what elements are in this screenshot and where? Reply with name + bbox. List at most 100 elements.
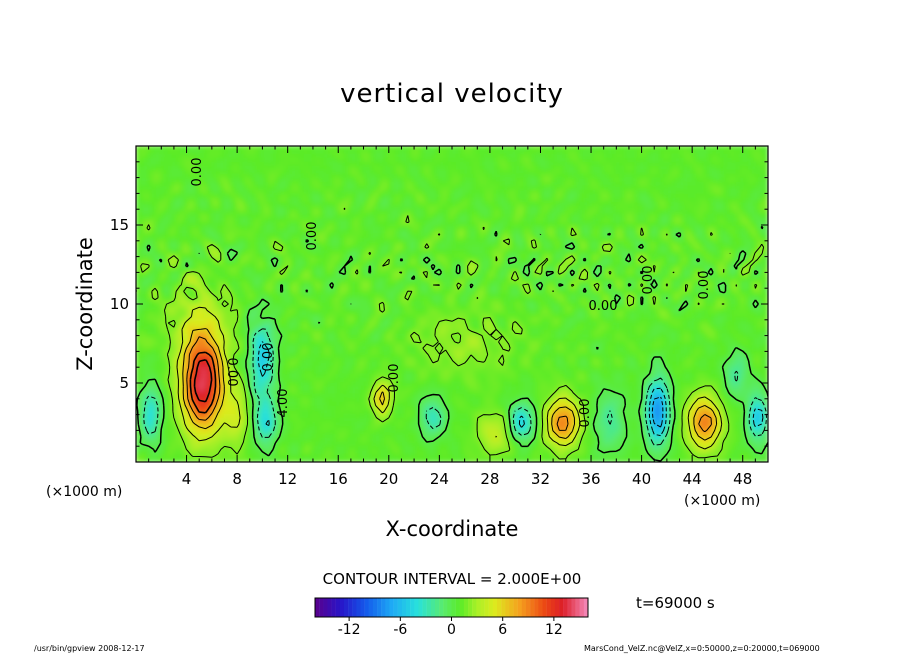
heatmap-cell (283, 277, 289, 283)
heatmap-cell (223, 209, 229, 215)
heatmap-cell (183, 337, 189, 343)
heatmap-cell (307, 157, 313, 163)
heatmap-cell (223, 237, 229, 243)
heatmap-cell (279, 377, 285, 383)
heatmap-cell (155, 237, 161, 243)
heatmap-cell (339, 421, 345, 427)
heatmap-cell (187, 225, 193, 231)
heatmap-cell (191, 321, 197, 327)
heatmap-cell (179, 345, 185, 351)
heatmap-cell (335, 333, 341, 339)
heatmap-cell (331, 197, 337, 203)
heatmap-cell (183, 441, 189, 447)
heatmap-cell (283, 285, 289, 291)
heatmap-cell (299, 325, 305, 331)
heatmap-cell (147, 157, 153, 163)
heatmap-cell (136, 157, 141, 163)
heatmap-cell (291, 146, 297, 151)
heatmap-cell (187, 389, 193, 395)
heatmap-cell (355, 357, 361, 363)
heatmap-cell (247, 229, 253, 235)
heatmap-cell (239, 317, 245, 323)
heatmap-cell (347, 181, 353, 187)
heatmap-cell (235, 377, 241, 383)
heatmap-cell (143, 157, 149, 163)
heatmap-cell (279, 397, 285, 403)
heatmap-cell (275, 237, 281, 243)
heatmap-cell (383, 289, 389, 295)
heatmap-cell (215, 269, 221, 275)
heatmap-cell (343, 273, 349, 279)
heatmap-cell (339, 281, 345, 287)
heatmap-cell (219, 441, 225, 447)
heatmap-cell (243, 313, 249, 319)
heatmap-cell (327, 221, 333, 227)
heatmap-cell (367, 253, 373, 259)
heatmap-cell (351, 417, 357, 423)
heatmap-cell (307, 405, 313, 411)
heatmap-cell (223, 325, 229, 331)
heatmap-cell (179, 273, 185, 279)
heatmap-cell (191, 241, 197, 247)
heatmap-cell (187, 221, 193, 227)
heatmap-cell (207, 449, 213, 455)
heatmap-cell (175, 417, 181, 423)
heatmap-cell (275, 401, 281, 407)
heatmap-cell (335, 341, 341, 347)
heatmap-cell (351, 401, 357, 407)
heatmap-cell (271, 181, 277, 187)
heatmap-cell (295, 257, 301, 263)
heatmap-cell (299, 177, 305, 183)
heatmap-cell (227, 146, 233, 151)
heatmap-cell (251, 181, 257, 187)
heatmap-cell (355, 341, 361, 347)
heatmap-cell (223, 281, 229, 287)
heatmap-cell (371, 405, 377, 411)
heatmap-cell (347, 217, 353, 223)
heatmap-cell (207, 205, 213, 211)
heatmap-cell (247, 329, 253, 335)
heatmap-cell (371, 265, 377, 271)
heatmap-cell (359, 241, 365, 247)
heatmap-cell (175, 437, 181, 443)
heatmap-cell (215, 325, 221, 331)
heatmap-cell (347, 273, 353, 279)
heatmap-cell (251, 185, 257, 191)
heatmap-cell (199, 217, 205, 223)
heatmap-cell (371, 365, 377, 371)
heatmap-cell (371, 177, 377, 183)
heatmap-cell (291, 417, 297, 423)
heatmap-cell (247, 273, 253, 279)
heatmap-cell (371, 389, 377, 395)
heatmap-cell (243, 233, 249, 239)
heatmap-cell (251, 257, 257, 263)
heatmap-cell (151, 157, 157, 163)
heatmap-cell (223, 205, 229, 211)
heatmap-cell (219, 305, 225, 311)
heatmap-cell (151, 265, 157, 271)
heatmap-cell (375, 357, 381, 363)
heatmap-cell (371, 253, 377, 259)
heatmap-cell (283, 205, 289, 211)
heatmap-cell (267, 269, 273, 275)
heatmap-cell (275, 293, 281, 299)
heatmap-cell (211, 189, 217, 195)
heatmap-cell (179, 433, 185, 439)
heatmap-cell (383, 421, 389, 427)
heatmap-cell (287, 381, 293, 387)
heatmap-cell (239, 197, 245, 203)
heatmap-cell (355, 173, 361, 179)
heatmap-cell (335, 161, 341, 167)
heatmap-cell (383, 345, 389, 351)
heatmap-cell (263, 277, 269, 283)
heatmap-cell (343, 309, 349, 315)
heatmap-cell (331, 441, 337, 447)
heatmap-cell (159, 301, 165, 307)
heatmap-cell (243, 257, 249, 263)
heatmap-cell (363, 257, 369, 263)
heatmap-cell (271, 161, 277, 167)
heatmap-cell (323, 329, 329, 335)
heatmap-cell (203, 177, 209, 183)
heatmap-cell (295, 325, 301, 331)
heatmap-cell (279, 305, 285, 311)
